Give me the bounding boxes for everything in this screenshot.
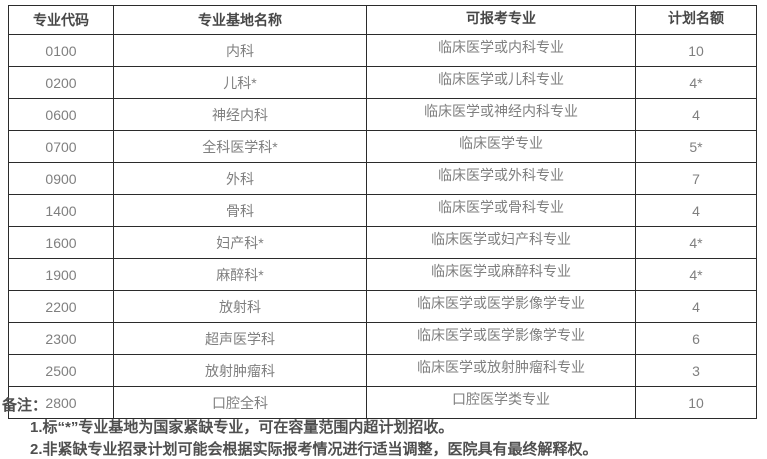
planned-quota-cell: 4*	[635, 258, 757, 291]
planned-quota-cell: 4*	[635, 66, 757, 99]
note-item-2: 2.非紧缺专业招录计划可能会根据实际报考情况进行适当调整，医院具有最终解释权。	[30, 441, 598, 458]
specialty-code-cell: 0100	[8, 34, 114, 67]
table-row: 2800 口腔全科 口腔医学类专业 10	[8, 386, 757, 419]
table-row: 2500 放射肿瘤科 临床医学或放射肿瘤科专业 3	[8, 354, 757, 387]
eligible-majors-cell: 临床医学或医学影像学专业	[366, 290, 636, 323]
eligible-majors-cell: 临床医学或放射肿瘤科专业	[366, 354, 636, 387]
notes-list: 1.标“*”专业基地为国家紧缺专业，可在容量范围内超计划招收。 2.非紧缺专业招…	[2, 417, 762, 459]
table-row: 0100 内科 临床医学或内科专业 10	[8, 34, 757, 67]
base-name-cell: 内科	[113, 34, 367, 67]
header-specialty-code: 专业代码	[8, 5, 114, 35]
specialty-code-cell: 0200	[8, 66, 114, 99]
base-name-cell: 骨科	[113, 194, 367, 227]
notes-section: 备注： 1.标“*”专业基地为国家紧缺专业，可在容量范围内超计划招收。 2.非紧…	[2, 396, 762, 459]
eligible-majors-cell: 临床医学或儿科专业	[366, 66, 636, 99]
specialty-code-cell: 2800	[8, 386, 114, 419]
base-name-cell: 超声医学科	[113, 322, 367, 355]
base-name-cell: 儿科*	[113, 66, 367, 99]
base-name-cell: 神经内科	[113, 98, 367, 131]
planned-quota-cell: 3	[635, 354, 757, 387]
eligible-majors-cell: 临床医学或妇产科专业	[366, 226, 636, 259]
eligible-majors-cell: 临床医学专业	[366, 130, 636, 163]
planned-quota-cell: 4	[635, 98, 757, 131]
base-name-cell: 外科	[113, 162, 367, 195]
table-row: 1900 麻醉科* 临床医学或麻醉科专业 4*	[8, 258, 757, 291]
specialty-code-cell: 2300	[8, 322, 114, 355]
base-name-cell: 放射肿瘤科	[113, 354, 367, 387]
eligible-majors-cell: 临床医学或骨科专业	[366, 194, 636, 227]
table-body: 0100 内科 临床医学或内科专业 10 0200 儿科* 临床医学或儿科专业 4* 0600 神…	[8, 34, 757, 419]
table-row: 0200 儿科* 临床医学或儿科专业 4*	[8, 66, 757, 99]
table-row: 1400 骨科 临床医学或骨科专业 4	[8, 194, 757, 227]
planned-quota-cell: 4	[635, 290, 757, 323]
base-name-cell: 妇产科*	[113, 226, 367, 259]
specialty-code-cell: 1600	[8, 226, 114, 259]
table-row: 0600 神经内科 临床医学或神经内科专业 4	[8, 98, 757, 131]
eligible-majors-cell: 临床医学或外科专业	[366, 162, 636, 195]
planned-quota-cell: 7	[635, 162, 757, 195]
header-eligible-majors: 可报考专业	[366, 5, 636, 35]
planned-quota-cell: 6	[635, 322, 757, 355]
specialty-code-cell: 0700	[8, 130, 114, 163]
table-header: 专业代码 专业基地名称 可报考专业 计划名额	[8, 5, 757, 35]
planned-quota-cell: 10	[635, 34, 757, 67]
table-row: 2200 放射科 临床医学或医学影像学专业 4	[8, 290, 757, 323]
base-name-cell: 放射科	[113, 290, 367, 323]
table-row: 1600 妇产科* 临床医学或妇产科专业 4*	[8, 226, 757, 259]
specialty-code-cell: 2200	[8, 290, 114, 323]
specialty-code-cell: 0600	[8, 98, 114, 131]
specialty-code-cell: 2500	[8, 354, 114, 387]
specialty-code-cell: 1400	[8, 194, 114, 227]
eligible-majors-cell: 临床医学或医学影像学专业	[366, 322, 636, 355]
base-name-cell: 麻醉科*	[113, 258, 367, 291]
eligible-majors-cell: 临床医学或麻醉科专业	[366, 258, 636, 291]
specialty-code-cell: 0900	[8, 162, 114, 195]
note-item-1: 1.标“*”专业基地为国家紧缺专业，可在容量范围内超计划招收。	[30, 419, 454, 436]
table-row: 0900 外科 临床医学或外科专业 7	[8, 162, 757, 195]
planned-quota-cell: 4	[635, 194, 757, 227]
planned-quota-cell: 5*	[635, 130, 757, 163]
eligible-majors-cell: 临床医学或内科专业	[366, 34, 636, 67]
enrollment-quota-table: 专业代码 专业基地名称 可报考专业 计划名额 0100 内科 临床医学或内科专业 10…	[8, 5, 757, 419]
planned-quota-cell: 10	[635, 386, 757, 419]
base-name-cell: 全科医学科*	[113, 130, 367, 163]
header-planned-quota: 计划名额	[635, 5, 757, 35]
notes-title: 备注：	[2, 397, 48, 414]
header-row: 专业代码 专业基地名称 可报考专业 计划名额	[8, 5, 757, 35]
enrollment-quota-table-container: 专业代码 专业基地名称 可报考专业 计划名额 0100 内科 临床医学或内科专业 10…	[8, 5, 757, 419]
table-row: 2300 超声医学科 临床医学或医学影像学专业 6	[8, 322, 757, 355]
planned-quota-cell: 4*	[635, 226, 757, 259]
specialty-code-cell: 1900	[8, 258, 114, 291]
header-base-name: 专业基地名称	[113, 5, 367, 35]
table-row: 0700 全科医学科* 临床医学专业 5*	[8, 130, 757, 163]
base-name-cell: 口腔全科	[113, 386, 367, 419]
eligible-majors-cell: 临床医学或神经内科专业	[366, 98, 636, 131]
